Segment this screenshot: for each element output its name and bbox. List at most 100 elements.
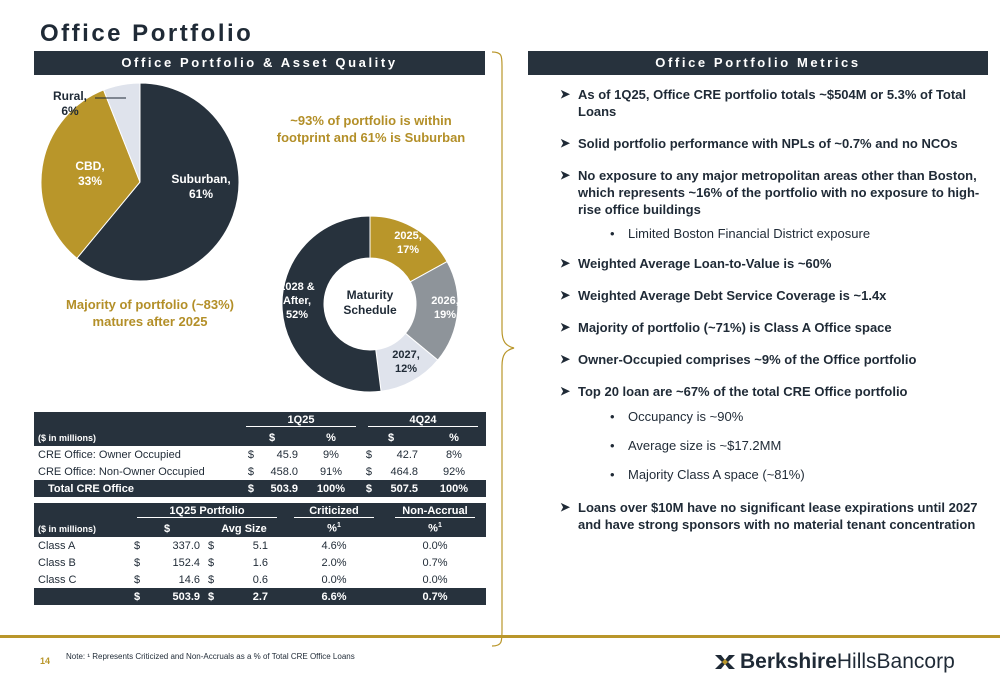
footnote: Note: ¹ Represents Criticized and Non-Ac…: [66, 652, 355, 661]
metrics-bullet-list: ➤ As of 1Q25, Office CRE portfolio totals…: [560, 86, 980, 548]
table-row: Class C $ 14.6 $ 0.6 0.0% 0.0%: [34, 571, 486, 588]
pie-slice-suburban: [76, 82, 240, 282]
avg-size: 5.1: [252, 539, 268, 552]
sub-bullet-item: • Limited Boston Financial District expos…: [560, 225, 980, 242]
nonaccrual-pct: 0.0%: [422, 539, 448, 552]
units-label: ($ in millions): [34, 429, 242, 446]
bullet-text: Weighted Average Loan-to-Value is ~60%: [578, 256, 832, 271]
percent: 8%: [446, 448, 462, 461]
period-4q24: 4Q24: [368, 414, 478, 427]
bullet-text: Solid portfolio performance with NPLs of…: [578, 136, 958, 151]
table-row: CRE Office: Non-Owner Occupied $ 458.0 9…: [34, 463, 486, 480]
amount: 507.5: [376, 480, 422, 497]
bullet-text: Occupancy is ~90%: [628, 409, 744, 424]
currency: $: [134, 573, 141, 586]
footnote-marker: 1: [437, 522, 442, 530]
arrow-bullet-icon: ➤: [560, 136, 571, 150]
logo-text-regular: HillsBancorp: [836, 650, 955, 673]
percent: 100%: [302, 480, 360, 497]
location-pie-chart: [40, 82, 240, 282]
footprint-callout: ~93% of portfolio is within footprint an…: [276, 113, 466, 145]
bullet-item: ➤ As of 1Q25, Office CRE portfolio totals…: [560, 86, 980, 120]
table-row: CRE Office: Owner Occupied $ 45.9 9% $ 4…: [34, 446, 486, 463]
sub-bullet-item: • Average size is ~$17.2MM: [560, 437, 980, 454]
criticized-pct: 6.6%: [284, 588, 384, 605]
nonaccrual-pct: 0.7%: [422, 556, 448, 569]
nonaccrual-pct: 0.7%: [384, 588, 486, 605]
currency: $: [208, 539, 215, 552]
currency: $: [130, 588, 146, 605]
donut-slice-2028-after: [281, 215, 382, 393]
currency: $: [204, 588, 222, 605]
donut-center-label: Maturity Schedule: [343, 288, 397, 317]
footer-rule: [0, 635, 1000, 638]
sub-bullet-item: • Occupancy is ~90%: [560, 408, 980, 425]
bullet-item: ➤ Loans over $10M have no significant lea…: [560, 499, 980, 533]
arrow-bullet-icon: ➤: [560, 320, 571, 334]
table-column-header-row: ($ in millions) $ % $ %: [34, 429, 486, 446]
bullet-text: Weighted Average Debt Service Coverage i…: [578, 288, 887, 303]
amount: 503.9: [258, 480, 302, 497]
table-row: Class A $ 337.0 $ 5.1 4.6% 0.0%: [34, 537, 486, 554]
currency: $: [208, 556, 215, 569]
col-pct-4q24: %: [422, 429, 486, 446]
units-label: ($ in millions): [34, 520, 130, 537]
pie-label-rural: Rural, 6%: [52, 89, 87, 118]
row-label: Class B: [38, 556, 76, 569]
total-label: Total CRE Office: [34, 480, 242, 497]
currency: $: [208, 573, 215, 586]
dot-bullet-icon: •: [610, 226, 615, 241]
asset-quality-header: Office Portfolio & Asset Quality: [34, 51, 485, 75]
bullet-item: ➤ Weighted Average Debt Service Coverage …: [560, 287, 980, 304]
amount: 45.9: [276, 448, 298, 461]
criticized-pct: 0.0%: [321, 573, 347, 586]
maturity-callout: Majority of portfolio (~83%) matures aft…: [66, 297, 234, 329]
pie-label-cbd: CBD, 33%: [75, 159, 105, 188]
logo-mark-icon: [715, 655, 735, 669]
dot-bullet-icon: •: [610, 467, 615, 482]
avg-size: 1.6: [252, 556, 268, 569]
amount: 152.4: [172, 556, 200, 569]
page-title: Office Portfolio: [40, 20, 254, 47]
currency: $: [242, 480, 258, 497]
arrow-bullet-icon: ➤: [560, 87, 571, 101]
donut-label-2026: 2026, 19%: [431, 295, 459, 321]
row-label: CRE Office: Owner Occupied: [38, 448, 181, 461]
arrow-bullet-icon: ➤: [560, 500, 571, 514]
col-dollar-4q24: $: [360, 429, 422, 446]
bullet-item: ➤ Majority of portfolio (~71%) is Class A…: [560, 319, 980, 336]
table-row: Class B $ 152.4 $ 1.6 2.0% 0.7%: [34, 554, 486, 571]
bullet-item: ➤ Weighted Average Loan-to-Value is ~60%: [560, 255, 980, 272]
bullet-text: As of 1Q25, Office CRE portfolio totals …: [578, 87, 967, 119]
bullet-item: ➤ Owner-Occupied comprises ~9% of the Off…: [560, 351, 980, 368]
bullet-text: Top 20 loan are ~67% of the total CRE Of…: [578, 384, 908, 399]
period-1q25: 1Q25: [246, 414, 356, 427]
donut-label-2025: 2025, 17%: [394, 230, 422, 256]
page-number: 14: [40, 656, 51, 666]
currency: $: [247, 448, 254, 461]
col-dollar: $: [130, 520, 204, 537]
bullet-text: Majority Class A space (~81%): [628, 467, 805, 482]
maturity-donut-chart: [281, 215, 459, 393]
group-criticized: Criticized: [294, 505, 374, 518]
bullet-text: Limited Boston Financial District exposu…: [628, 226, 871, 241]
percent: 9%: [323, 448, 339, 461]
bullet-text: Average size is ~$17.2MM: [628, 438, 782, 453]
currency: $: [360, 480, 376, 497]
percent: 100%: [422, 480, 486, 497]
col-pct-criticized: %: [327, 522, 337, 535]
currency: $: [134, 539, 141, 552]
donut-label-2027: 2027, 12%: [392, 349, 420, 375]
currency: $: [134, 556, 141, 569]
row-label: Class C: [38, 573, 77, 586]
arrow-bullet-icon: ➤: [560, 168, 571, 182]
bullet-text: Loans over $10M have no significant leas…: [578, 500, 978, 532]
group-nonaccrual: Non-Accrual: [395, 505, 475, 518]
bullet-text: Majority of portfolio (~71%) is Class A …: [578, 320, 892, 335]
dot-bullet-icon: •: [610, 438, 615, 453]
arrow-bullet-icon: ➤: [560, 256, 571, 270]
footnote-marker: 1: [336, 522, 341, 530]
donut-label-2028-after: 2028 & After, 52%: [279, 281, 315, 321]
pie-slice-cbd: [40, 89, 141, 259]
portfolio-class-table: 1Q25 Portfolio Criticized Non-Accrual ($…: [34, 503, 486, 605]
